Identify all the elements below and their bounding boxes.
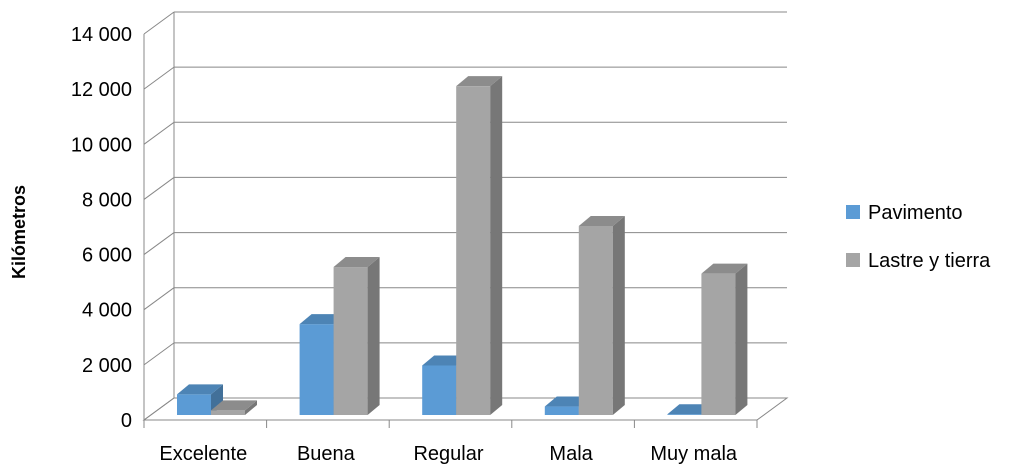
- y-tick-label: 12 000: [71, 79, 132, 101]
- legend: Pavimento Lastre y tierra: [846, 202, 991, 272]
- bar-side: [490, 76, 503, 416]
- bars: [177, 76, 748, 416]
- gridline-side: [143, 342, 175, 366]
- gridline-side: [143, 177, 175, 200]
- legend-swatch: [846, 205, 860, 219]
- gridline-side: [143, 121, 175, 145]
- bar-lastre-y-tierra-regular: [456, 86, 491, 416]
- y-axis-title: Kilómetros: [9, 185, 29, 279]
- bar-pavimento-muy-mala: [667, 414, 702, 415]
- bar-lastre-y-tierra-excelente: [211, 410, 245, 415]
- y-tick-label: 8 000: [82, 189, 132, 211]
- bar-pavimento-excelente: [177, 394, 211, 415]
- y-tick-label: 14 000: [71, 24, 132, 46]
- y-tick-label: 0: [121, 410, 132, 432]
- x-category-label: Buena: [297, 443, 356, 465]
- gridline-side: [143, 11, 175, 35]
- y-tick-label: 2 000: [82, 355, 132, 377]
- x-category-label: Mala: [549, 443, 593, 465]
- bar-side: [367, 257, 380, 415]
- y-tick-label: 4 000: [82, 300, 132, 322]
- y-tick-label: 6 000: [82, 245, 132, 267]
- floor-plane: [142, 397, 789, 421]
- bar-top: [701, 263, 748, 274]
- x-category-label: Excelente: [159, 443, 247, 465]
- chart-floor: [142, 397, 789, 428]
- bar-top: [211, 400, 257, 411]
- x-category-labels: Excelente Buena Regular Mala Muy mala: [159, 443, 738, 465]
- x-category-label: Regular: [413, 443, 483, 465]
- gridline-side: [143, 66, 175, 90]
- gridline-side: [143, 232, 175, 255]
- bar-top: [333, 257, 380, 268]
- bar-top: [456, 76, 503, 87]
- bar-pavimento-buena: [299, 324, 334, 415]
- legend-label: Pavimento: [868, 202, 963, 224]
- gridline-side: [143, 287, 175, 311]
- bar-side: [735, 263, 748, 415]
- bar-side: [245, 400, 257, 415]
- bar-lastre-y-tierra-buena: [333, 267, 368, 415]
- bar-side: [612, 215, 625, 415]
- bar-top: [578, 215, 625, 226]
- bar-top: [177, 384, 223, 395]
- bar-pavimento-regular: [422, 365, 457, 415]
- y-tick-label: 10 000: [71, 134, 132, 156]
- legend-swatch: [846, 253, 860, 267]
- bar-lastre-y-tierra-muy-mala: [701, 273, 736, 415]
- x-category-label: Muy mala: [650, 443, 738, 465]
- y-tick-labels: 0 2 000 4 000 6 000 8 000 10 000 12 000 14 000: [71, 24, 132, 432]
- legend-label: Lastre y tierra: [868, 250, 991, 272]
- bar-lastre-y-tierra-mala: [578, 225, 613, 415]
- chart-back-walls: [143, 12, 175, 420]
- bar-pavimento-mala: [544, 406, 579, 415]
